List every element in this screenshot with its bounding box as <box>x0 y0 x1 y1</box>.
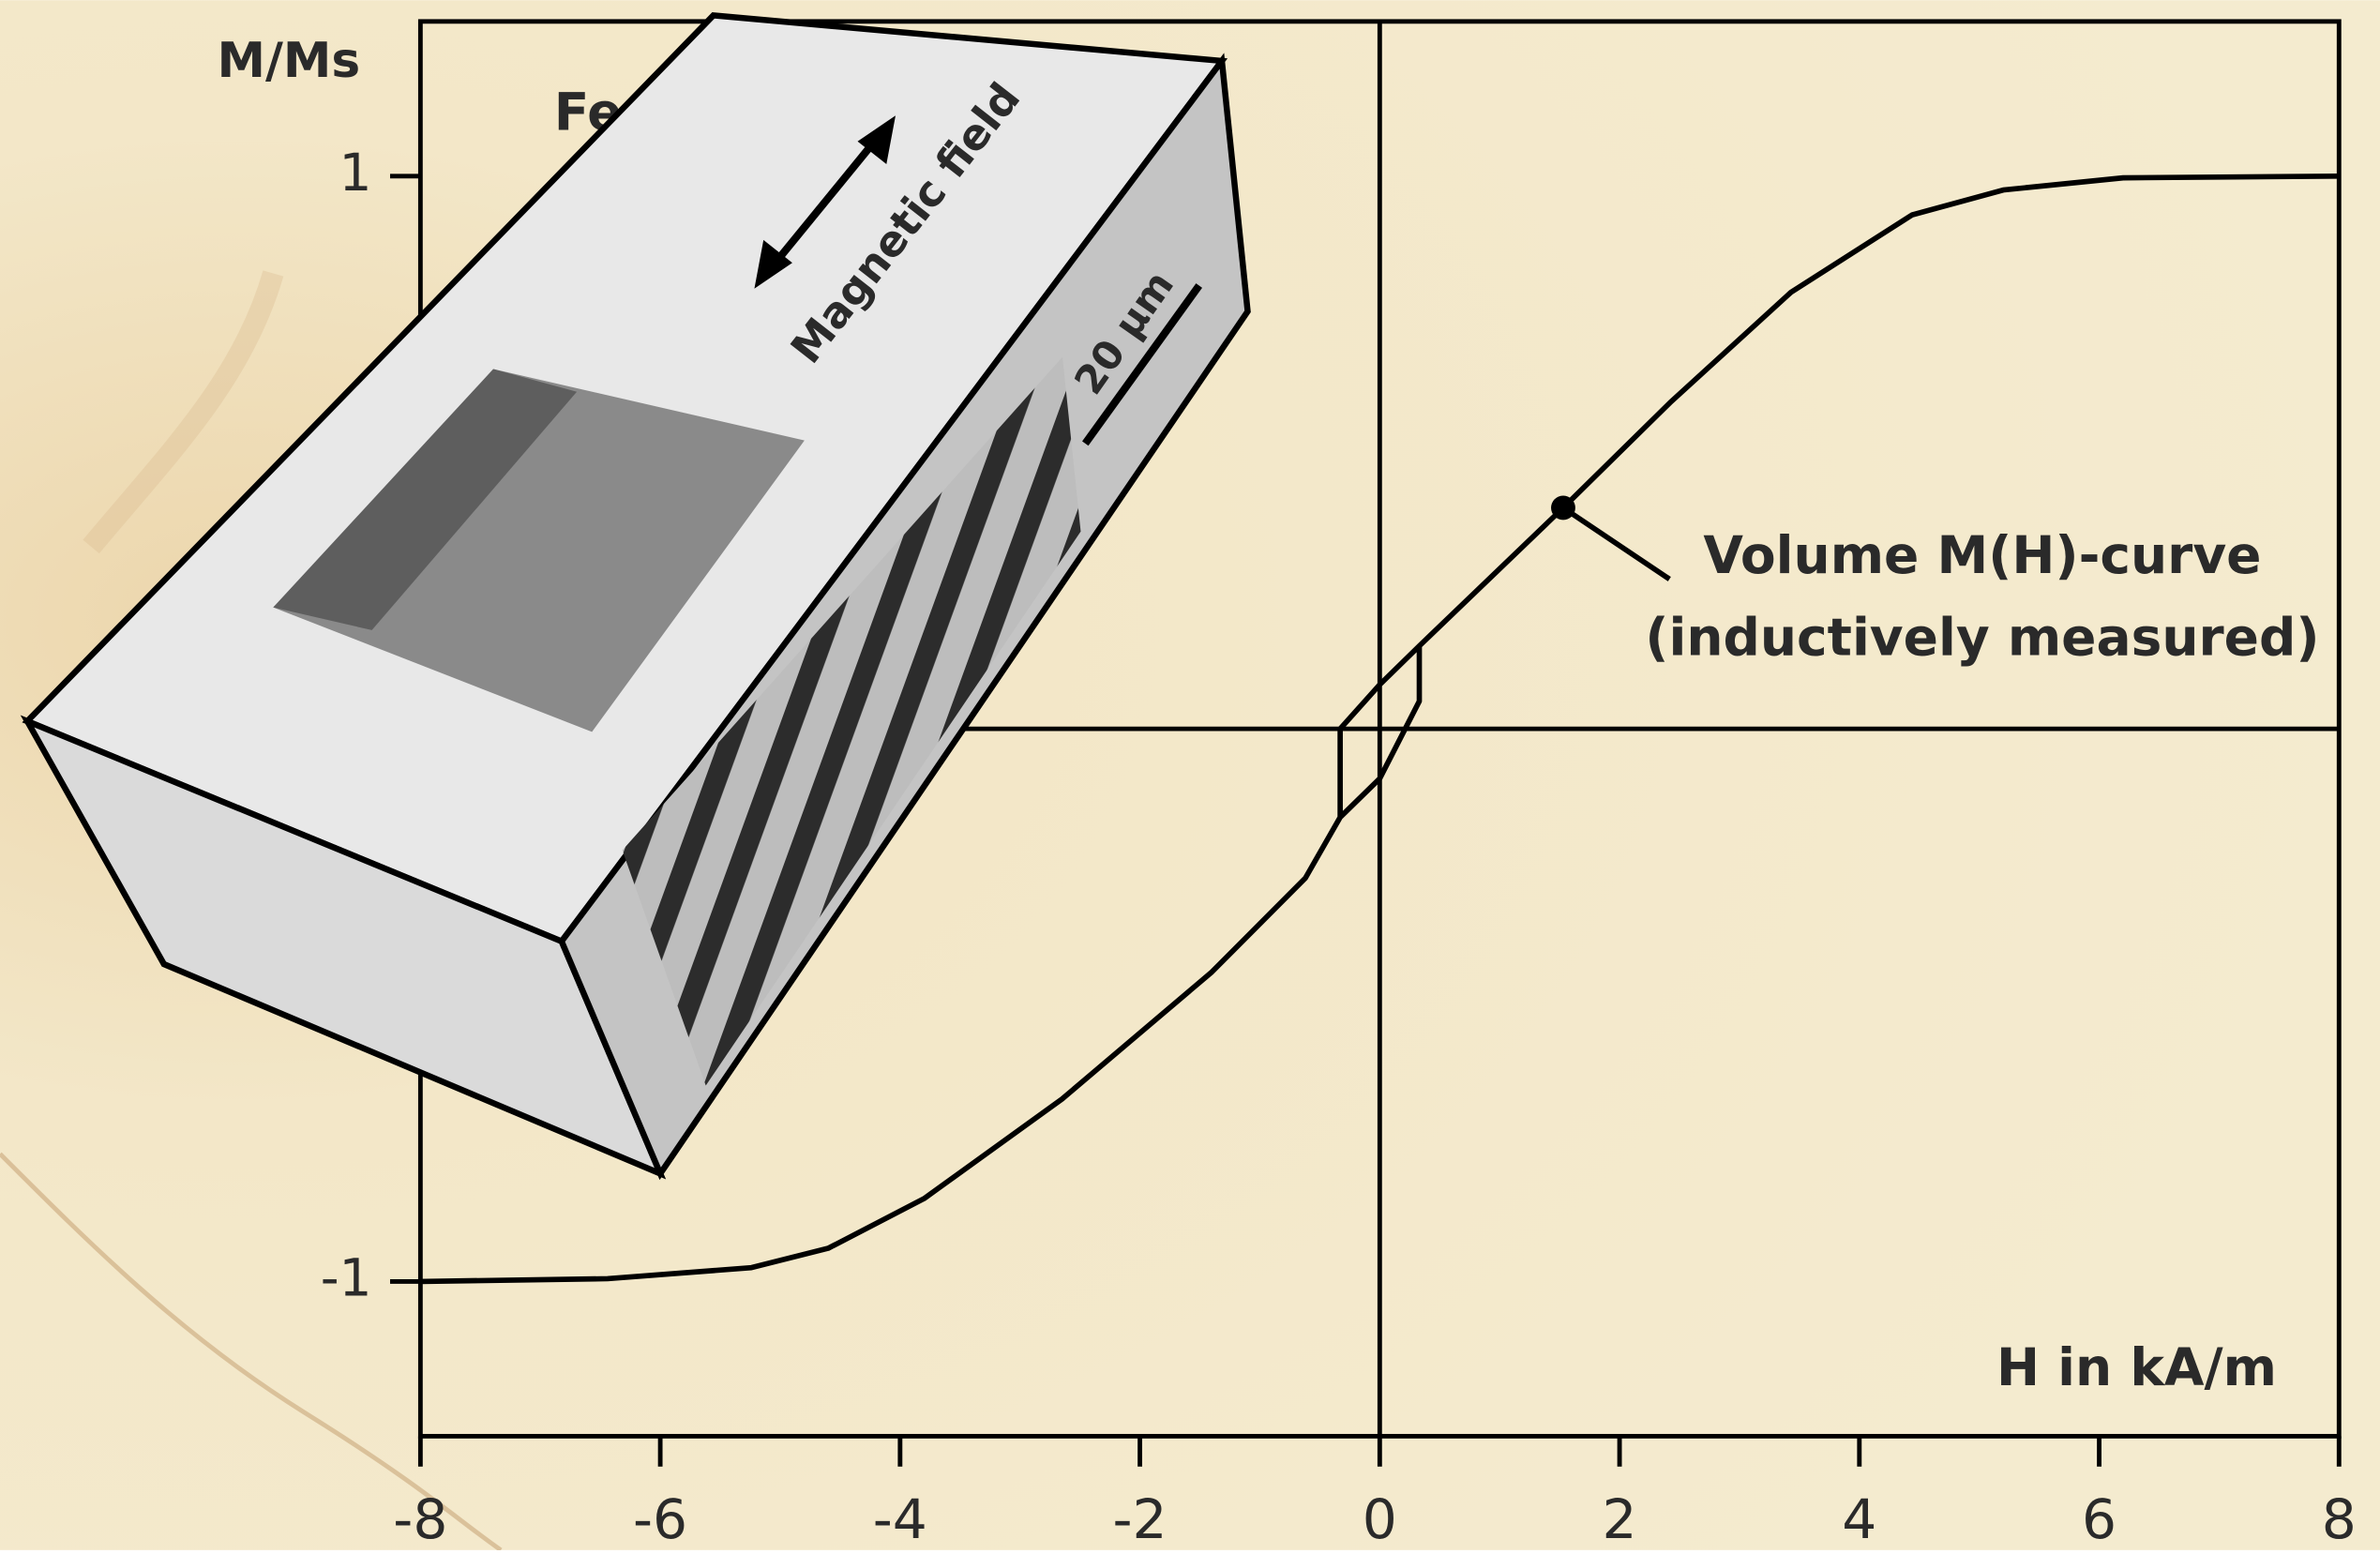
annotation-text: (inductively measured) <box>1645 607 2319 667</box>
sample-inset: Magnetic field 20 µm <box>20 12 1251 1181</box>
x-tick-label: -8 <box>393 1487 447 1550</box>
curve <box>420 174 2340 1285</box>
x-tick-label: 0 <box>1363 1487 1397 1550</box>
arrow-head <box>857 115 896 165</box>
domain-image <box>273 369 805 732</box>
x-tick-label: 8 <box>2322 1487 2357 1550</box>
x-tick-label: 2 <box>1603 1487 1637 1550</box>
field-arrow <box>771 137 880 267</box>
y-tick-label: 1 <box>339 143 372 203</box>
annotation-leader <box>1561 505 1671 581</box>
y-tick-label: -1 <box>321 1248 372 1308</box>
x-tick-label: -2 <box>1113 1487 1167 1550</box>
domain-image <box>622 356 1081 1086</box>
annotation-text: Volume M(H)-curve <box>1703 525 2261 585</box>
x-tick-label: 6 <box>2082 1487 2116 1550</box>
scale-bar <box>1082 283 1202 446</box>
y-axis-label: M/Ms <box>217 33 360 89</box>
domain-image <box>273 369 578 630</box>
x-axis-label: H in kA/m <box>1996 1337 2277 1397</box>
x-tick-label: 4 <box>1842 1487 1876 1550</box>
background-vein <box>0 1152 503 1552</box>
arrow-head <box>754 239 792 289</box>
x-tick-label: -6 <box>633 1487 687 1550</box>
x-tick-label: -4 <box>873 1487 927 1550</box>
background-vein <box>83 270 284 554</box>
annotation-point <box>1551 495 1575 521</box>
